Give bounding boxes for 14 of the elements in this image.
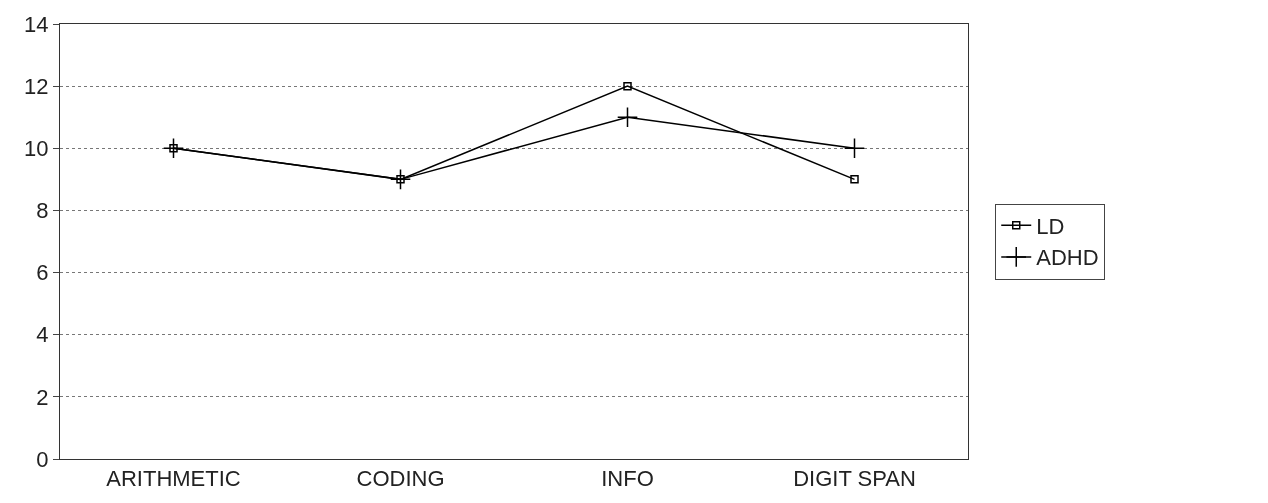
x-tick-label: ARITHMETIC xyxy=(106,466,241,492)
y-tick-label: 12 xyxy=(24,73,49,99)
y-tick-label: 2 xyxy=(36,384,49,410)
legend-label: ADHD xyxy=(1036,245,1099,271)
y-tick-label: 10 xyxy=(24,135,49,161)
y-tick-label: 6 xyxy=(36,260,49,286)
x-tick-label: DIGIT SPAN xyxy=(793,466,916,492)
y-tick-label: 0 xyxy=(36,446,49,472)
x-tick-label: INFO xyxy=(601,466,654,492)
y-tick-label: 4 xyxy=(36,322,49,348)
y-tick-label: 14 xyxy=(24,11,49,37)
legend-label: LD xyxy=(1036,213,1065,239)
x-tick-label: CODING xyxy=(356,466,445,492)
y-tick-label: 8 xyxy=(36,198,49,224)
